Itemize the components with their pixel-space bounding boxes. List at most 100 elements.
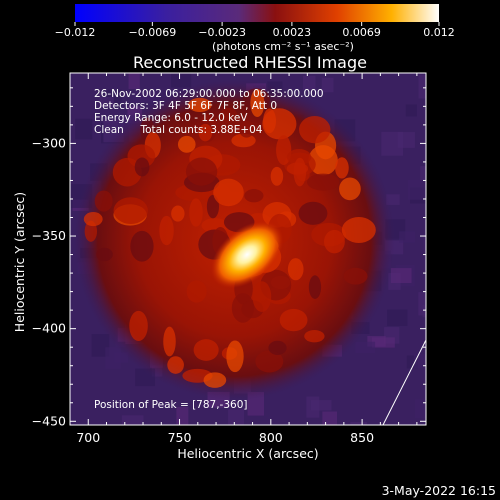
emission-blob bbox=[113, 197, 148, 224]
emission-blob bbox=[193, 339, 219, 361]
image-area bbox=[70, 73, 426, 425]
emission-blob bbox=[268, 340, 287, 355]
y-axis: −300 −350 −400 −450 bbox=[32, 87, 426, 428]
emission-blob bbox=[299, 115, 331, 144]
colorbar-tick-label: −0.012 bbox=[55, 26, 96, 39]
noise-cell bbox=[407, 179, 426, 200]
noise-cell bbox=[418, 292, 426, 316]
emission-blob bbox=[252, 281, 272, 312]
emission-blob bbox=[308, 275, 322, 299]
emission-blob bbox=[279, 308, 308, 332]
colorbar-tick-label: 0.0069 bbox=[342, 26, 381, 39]
emission-blob bbox=[341, 217, 376, 243]
emission-blob bbox=[171, 205, 185, 222]
emission-blob bbox=[304, 330, 325, 343]
x-tick-label: 750 bbox=[168, 430, 192, 445]
noise-cell bbox=[121, 415, 144, 425]
noise-cell bbox=[422, 233, 426, 251]
energy-range-label: Energy Range: 6.0 - 12.0 keV bbox=[94, 112, 248, 124]
emission-blob bbox=[96, 247, 113, 262]
emission-blob bbox=[129, 310, 148, 342]
noise-cell bbox=[418, 74, 426, 99]
emission-blob bbox=[255, 350, 284, 373]
colorbar-tick-label: 0.012 bbox=[423, 26, 455, 39]
emission-blob bbox=[263, 108, 277, 134]
emission-blob bbox=[244, 189, 264, 203]
noise-cell bbox=[322, 411, 338, 425]
noise-cell bbox=[414, 399, 426, 419]
detectors-label: Detectors: 3F 4F 5F 6F 7F 8F, Att 0 bbox=[94, 100, 277, 112]
noise-cell bbox=[171, 73, 192, 88]
noise-cell bbox=[405, 104, 417, 117]
colorbar-ticks bbox=[74, 22, 440, 26]
emission-peak bbox=[210, 221, 284, 289]
noise-cell bbox=[399, 231, 416, 243]
x-axis-label: Heliocentric X (arcsec) bbox=[177, 446, 318, 461]
method-label: Clean Total counts: 3.88E+04 bbox=[94, 124, 263, 136]
emission-blob bbox=[270, 166, 284, 186]
noise-cell bbox=[302, 75, 316, 90]
noise-cell bbox=[406, 355, 418, 369]
noise-cell bbox=[105, 347, 121, 369]
emission-blob bbox=[307, 173, 340, 191]
timestamp: 3-May-2022 16:15 bbox=[382, 483, 496, 498]
limb-line bbox=[382, 339, 426, 425]
emission-blob bbox=[287, 258, 304, 281]
colorbar-unit-label: (photons cm⁻² s⁻¹ asec⁻²) bbox=[212, 40, 354, 53]
noise-cell bbox=[386, 194, 400, 205]
emission-blob bbox=[159, 215, 174, 246]
noise-cell bbox=[228, 409, 245, 425]
emission-blob bbox=[187, 97, 212, 112]
noise-cell bbox=[420, 166, 426, 181]
emission-blob bbox=[335, 157, 349, 179]
y-tick-label: −450 bbox=[32, 413, 66, 428]
emission-blob bbox=[94, 190, 113, 212]
colorbar-tick-labels: −0.012 −0.0069 −0.0023 0.0023 0.0069 0.012 bbox=[55, 26, 455, 39]
emission-blob bbox=[343, 267, 368, 285]
x-tick-label: 800 bbox=[259, 430, 283, 445]
y-tick-label: −300 bbox=[32, 135, 66, 150]
emission-blob bbox=[167, 356, 184, 374]
plot-frame bbox=[69, 72, 427, 426]
emission-blob bbox=[323, 229, 345, 254]
noise-cell bbox=[310, 400, 332, 411]
noise-cell bbox=[350, 421, 367, 425]
peak-position-label: Position of Peak = [787,-360] bbox=[94, 399, 248, 411]
noise-cell bbox=[321, 77, 334, 93]
emission-blob bbox=[177, 135, 196, 153]
emission-blob bbox=[339, 177, 361, 201]
noise-cell bbox=[91, 334, 110, 357]
noise-cell bbox=[425, 77, 426, 96]
noise-cell bbox=[75, 118, 93, 140]
noise-cell bbox=[128, 73, 140, 89]
emission-blob bbox=[134, 157, 150, 177]
emission-blob bbox=[186, 280, 207, 303]
noise-cell bbox=[132, 90, 157, 103]
emission-blob bbox=[213, 178, 244, 207]
emission-blob bbox=[163, 326, 176, 357]
x-axis: 700 750 800 850 bbox=[76, 73, 418, 445]
colorbar-tick-label: −0.0023 bbox=[198, 26, 246, 39]
noise-cell bbox=[355, 341, 376, 354]
emission-blob bbox=[130, 230, 154, 262]
emission-blob bbox=[231, 133, 256, 148]
noise-cell bbox=[390, 268, 412, 283]
emission-blob bbox=[203, 372, 227, 388]
emission-blob bbox=[189, 198, 203, 227]
colorbar bbox=[75, 4, 439, 22]
noise-cell bbox=[99, 97, 114, 108]
noise-cell bbox=[381, 131, 404, 156]
noise-cell bbox=[387, 309, 408, 327]
time-range-label: 26-Nov-2002 06:29:00.000 to 06:35:00.000 bbox=[94, 88, 324, 100]
emission-blob bbox=[286, 149, 312, 166]
emission-blob bbox=[238, 120, 255, 138]
y-axis-label: Heliocentric Y (arcsec) bbox=[12, 192, 27, 332]
emission-blob bbox=[206, 194, 219, 219]
emission-blob bbox=[250, 88, 265, 118]
emission-blob bbox=[226, 340, 244, 373]
emission-blob bbox=[198, 123, 213, 142]
emission-blob bbox=[298, 201, 328, 225]
emission-blob bbox=[185, 157, 218, 186]
noise-cell bbox=[413, 354, 426, 369]
